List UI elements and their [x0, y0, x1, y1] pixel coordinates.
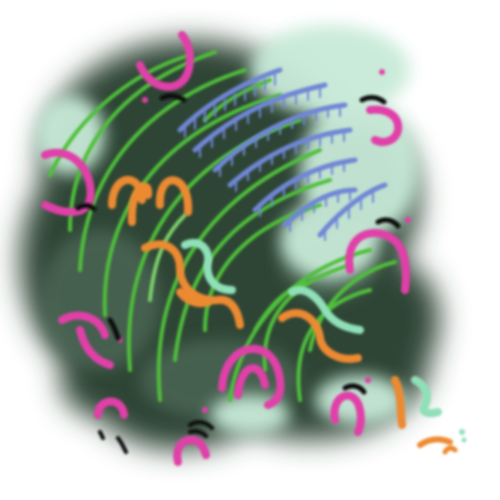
magenta-dot [142, 97, 148, 103]
magenta-dot [379, 69, 385, 75]
blue-comb-arcs [177, 67, 388, 241]
mint-squiggle [411, 376, 442, 418]
magenta-horseshoe [218, 345, 285, 409]
black-dash [75, 203, 97, 212]
black-dash [98, 430, 128, 454]
mint-squiggle [288, 286, 364, 334]
orange-squiggle [391, 376, 406, 429]
blue-comb-arc [212, 102, 348, 173]
blue-comb-teeth [184, 74, 276, 138]
green-arc [173, 178, 332, 362]
black-dash [107, 317, 121, 341]
blue-comb-teeth [219, 105, 341, 177]
blue-comb-arc [177, 67, 283, 133]
blue-comb-arc [317, 182, 388, 238]
magenta-horseshoes [41, 31, 411, 466]
orange-squiggle [176, 288, 216, 308]
orange-dash [442, 445, 458, 455]
mint-dot [461, 437, 467, 443]
blue-comb-teeth [235, 130, 345, 192]
magenta-horseshoe [345, 229, 410, 294]
blue-comb-teeth [289, 189, 351, 232]
magenta-horseshoe [330, 391, 365, 436]
magenta-horseshoe [94, 397, 128, 419]
blue-comb-arc [282, 187, 358, 228]
magenta-dot [202, 407, 208, 413]
magenta-dot [405, 217, 411, 223]
blue-comb-teeth [324, 192, 374, 241]
magenta-horseshoe [366, 105, 403, 146]
green-arc [308, 260, 397, 352]
mint-squiggles [181, 239, 467, 443]
magenta-horseshoe [76, 326, 114, 369]
magenta-dot [365, 377, 371, 383]
orange-arch [127, 182, 153, 226]
black-dash [342, 383, 367, 395]
black-dash [188, 429, 208, 438]
green-arc [253, 281, 307, 332]
blue-comb-teeth [199, 86, 321, 158]
magenta-horseshoe [41, 148, 95, 216]
magenta-horseshoe [136, 31, 194, 91]
magenta-horseshoe [173, 435, 210, 466]
orange-squiggles [108, 176, 458, 455]
black-dashes [75, 93, 401, 454]
orange-squiggle [141, 240, 244, 329]
blue-comb-teeth [259, 160, 345, 217]
orange-arch [155, 176, 193, 216]
orange-squiggle [278, 309, 362, 363]
black-dash [375, 217, 401, 229]
orange-dash [417, 436, 453, 448]
green-arc [68, 50, 217, 232]
magenta-horseshoe [234, 364, 269, 399]
green-arc [78, 68, 247, 272]
green-arc [102, 93, 282, 317]
blue-comb-arc [227, 127, 353, 188]
mint-squiggle [181, 239, 236, 294]
magenta-horseshoe [58, 311, 109, 339]
mint-dot [459, 429, 465, 435]
green-arc [156, 148, 322, 402]
black-dash [359, 95, 387, 105]
black-dash [159, 93, 187, 103]
black-dash [188, 420, 214, 430]
